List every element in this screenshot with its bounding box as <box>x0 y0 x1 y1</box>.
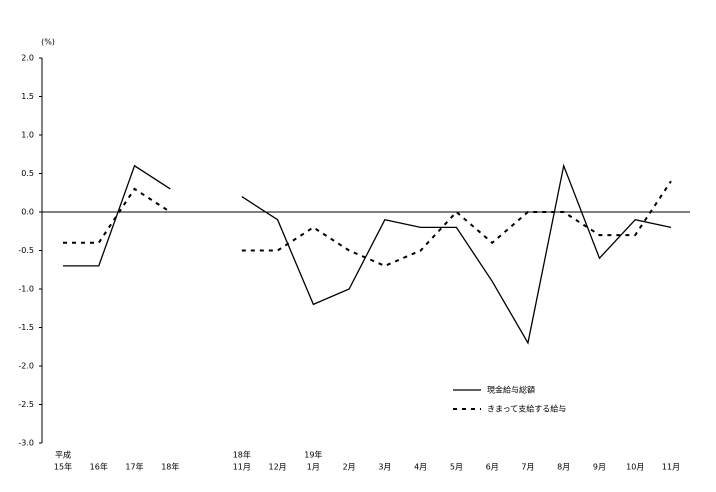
x-tick-label: 3月 <box>378 463 391 472</box>
x-tick-label: 1月 <box>307 463 320 472</box>
y-tick-label: -0.5 <box>18 246 34 255</box>
x-tick-label: 11月 <box>233 463 251 472</box>
y-tick-label: -1.5 <box>18 323 34 332</box>
y-tick-label: 1.5 <box>21 92 34 101</box>
x-tick-label-upper: 平成 <box>55 450 71 460</box>
y-tick-label: 0.5 <box>21 169 34 178</box>
y-tick-label: -2.5 <box>18 400 34 409</box>
x-tick-label: 4月 <box>414 463 427 472</box>
x-tick-label: 17年 <box>125 462 143 472</box>
x-tick-label: 8月 <box>557 463 570 472</box>
y-tick-label: -3.0 <box>18 439 34 448</box>
x-tick-label: 10月 <box>626 463 644 472</box>
x-tick-label: 15年 <box>54 462 72 472</box>
y-unit: (%) <box>41 38 55 47</box>
y-tick-label: 0.0 <box>21 208 34 217</box>
y-tick-label: 1.0 <box>21 131 34 140</box>
x-tick-label: 7月 <box>521 463 534 472</box>
y-tick-label: -2.0 <box>18 362 34 371</box>
series-line <box>63 163 672 345</box>
x-tick-label: 2月 <box>343 463 356 472</box>
x-tick-label-upper: 18年 <box>233 450 251 460</box>
x-tick-label-upper: 19年 <box>304 450 322 460</box>
x-tick-label: 5月 <box>450 463 463 472</box>
series-line <box>63 180 672 267</box>
y-tick-label: 2.0 <box>21 54 34 63</box>
x-tick-label: 11月 <box>662 463 680 472</box>
y-tick-label: -1.0 <box>18 285 34 294</box>
legend-label: 現金給与総額 <box>487 385 535 395</box>
x-tick-label: 6月 <box>486 463 499 472</box>
x-tick-label: 9月 <box>593 463 606 472</box>
x-tick-label: 18年 <box>161 462 179 472</box>
x-tick-label: 16年 <box>90 462 108 472</box>
legend-label: きまって支給する給与 <box>487 404 566 414</box>
x-tick-label: 12月 <box>268 463 286 472</box>
